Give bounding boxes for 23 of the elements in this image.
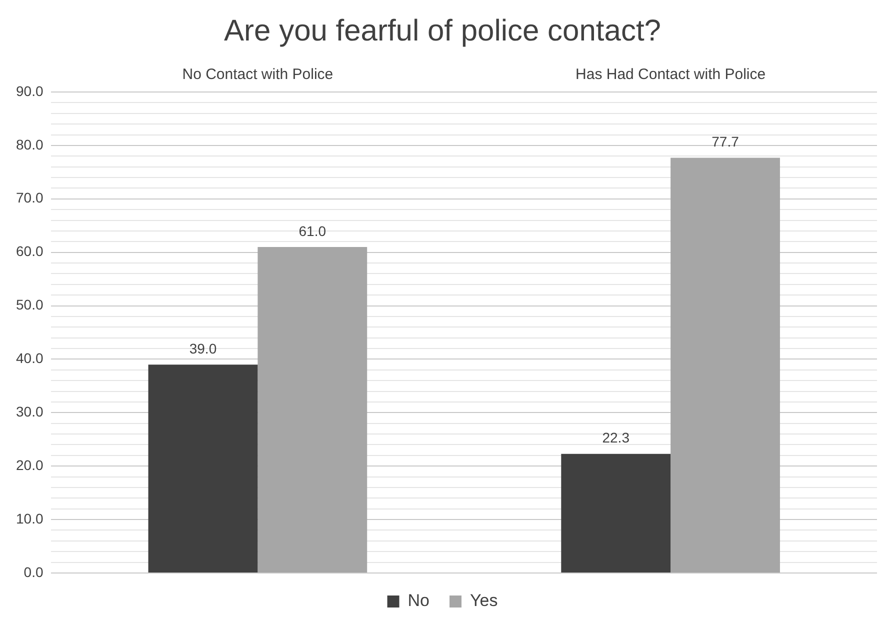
x-tick-label: No Contact with Police (182, 66, 334, 84)
data-label: 39.0 (189, 340, 217, 356)
y-tick-label: 90.0 (16, 82, 44, 99)
bar (258, 246, 368, 572)
y-tick-label: 80.0 (16, 136, 44, 152)
bar (561, 454, 671, 572)
y-tick-label: 70.0 (16, 190, 44, 206)
y-tick-label: 50.0 (16, 296, 44, 313)
legend-label: No (408, 591, 430, 610)
legend-label: Yes (470, 591, 498, 610)
y-tick-label: 30.0 (16, 404, 44, 420)
data-label: 22.3 (602, 430, 630, 446)
y-tick-label: 20.0 (16, 456, 44, 473)
y-tick-label: 0.0 (24, 564, 44, 580)
bar (148, 364, 258, 572)
x-tick-label: Has Had Contact with Police (576, 66, 766, 84)
y-tick-label: 10.0 (16, 510, 44, 526)
data-label: 61.0 (298, 222, 326, 239)
y-tick-label: 40.0 (16, 350, 44, 366)
data-label: 77.7 (712, 134, 740, 150)
y-tick-label: 60.0 (16, 243, 44, 260)
chart-title: Are you fearful of police contact? (224, 14, 661, 48)
bar (670, 158, 780, 572)
